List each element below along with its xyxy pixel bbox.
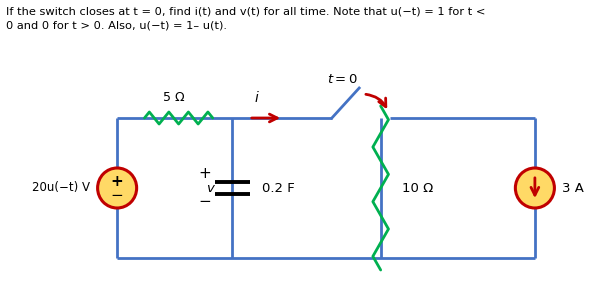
Text: +: + [111, 174, 124, 190]
Text: 0.2 F: 0.2 F [262, 182, 295, 194]
Text: 5 Ω: 5 Ω [163, 91, 185, 104]
Text: +: + [199, 166, 211, 182]
Text: $t = 0$: $t = 0$ [327, 73, 358, 86]
Text: 0 and 0 for t > 0. Also, u(−t) = 1– u(t).: 0 and 0 for t > 0. Also, u(−t) = 1– u(t)… [6, 20, 227, 30]
Text: −: − [111, 188, 124, 202]
Ellipse shape [98, 168, 136, 208]
Text: $v$: $v$ [206, 182, 216, 194]
Text: 10 Ω: 10 Ω [402, 182, 433, 194]
Text: −: − [199, 194, 211, 210]
Text: 3 A: 3 A [562, 182, 584, 194]
Ellipse shape [515, 168, 554, 208]
Text: If the switch closes at t = 0, find i(t) and v(t) for all time. Note that u(−t) : If the switch closes at t = 0, find i(t)… [6, 6, 485, 16]
Text: $i$: $i$ [254, 90, 259, 105]
Text: 20u(−t) V: 20u(−t) V [32, 182, 90, 194]
